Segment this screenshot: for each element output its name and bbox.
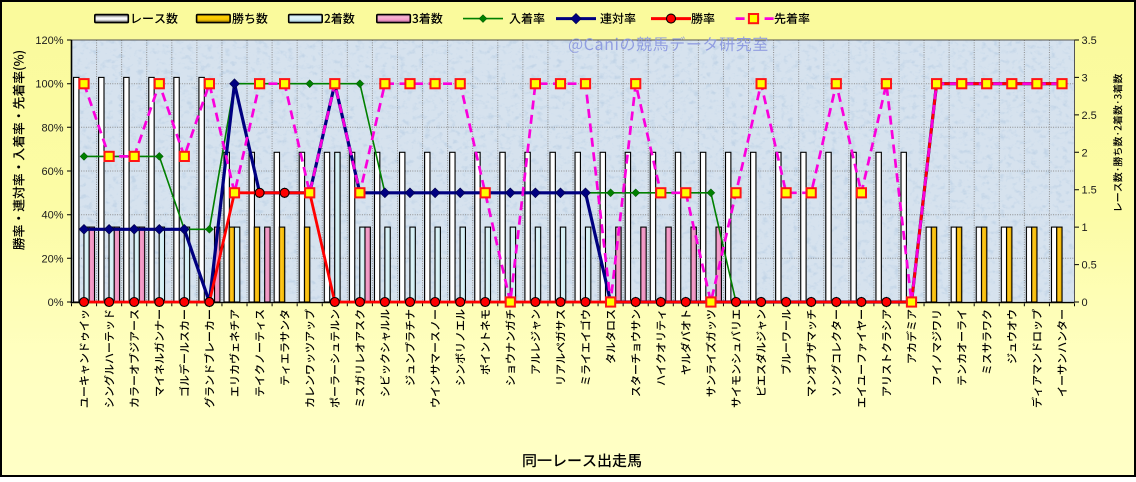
svg-text:40%: 40%: [41, 210, 63, 222]
svg-text:3: 3: [1082, 72, 1088, 84]
svg-text:60%: 60%: [41, 166, 63, 178]
svg-text:0: 0: [1082, 297, 1088, 309]
svg-text:80%: 80%: [41, 122, 63, 134]
svg-text:1: 1: [1082, 222, 1088, 234]
svg-text:20%: 20%: [41, 253, 63, 265]
svg-text:0.5: 0.5: [1082, 260, 1097, 272]
svg-text:3.5: 3.5: [1082, 35, 1097, 47]
svg-text:2: 2: [1082, 147, 1088, 159]
svg-text:1.5: 1.5: [1082, 185, 1097, 197]
svg-text:2.5: 2.5: [1082, 110, 1097, 122]
svg-text:0%: 0%: [48, 297, 64, 309]
svg-text:120%: 120%: [35, 35, 63, 47]
svg-text:100%: 100%: [35, 79, 63, 91]
